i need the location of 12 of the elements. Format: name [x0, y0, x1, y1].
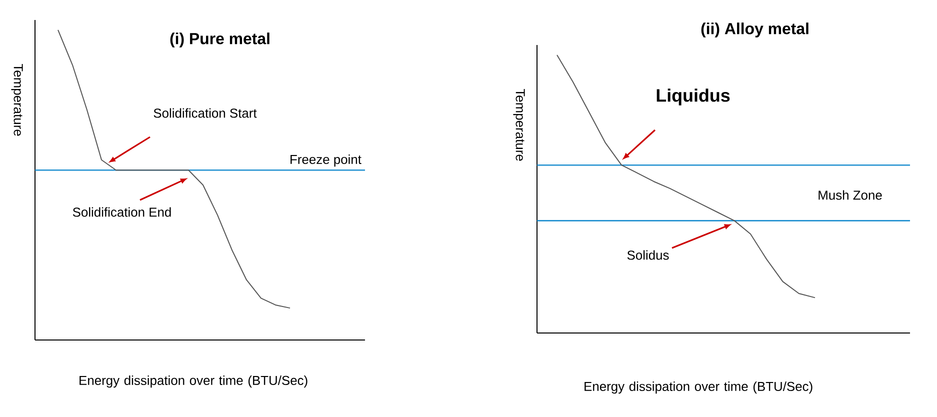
annotation: Liquidus	[656, 88, 730, 106]
chart-title: (i) Pure metal	[170, 32, 270, 48]
annotation: Solidus	[627, 250, 669, 260]
chart-title: (ii) Alloy metal	[701, 22, 808, 38]
annotation: Mush Zone	[818, 190, 882, 200]
y-axis-title: Temperature	[11, 64, 23, 136]
annotation: Solidification End	[72, 207, 171, 217]
x-axis-title: Energy dissipation over time (BTU/Sec)	[584, 382, 812, 394]
annotation: Solidification Start	[154, 108, 257, 118]
x-axis-title: Energy dissipation over time (BTU/Sec)	[80, 376, 308, 388]
y-axis-title: Temperature	[513, 88, 525, 161]
ref-line-label: Freeze point	[290, 154, 362, 167]
